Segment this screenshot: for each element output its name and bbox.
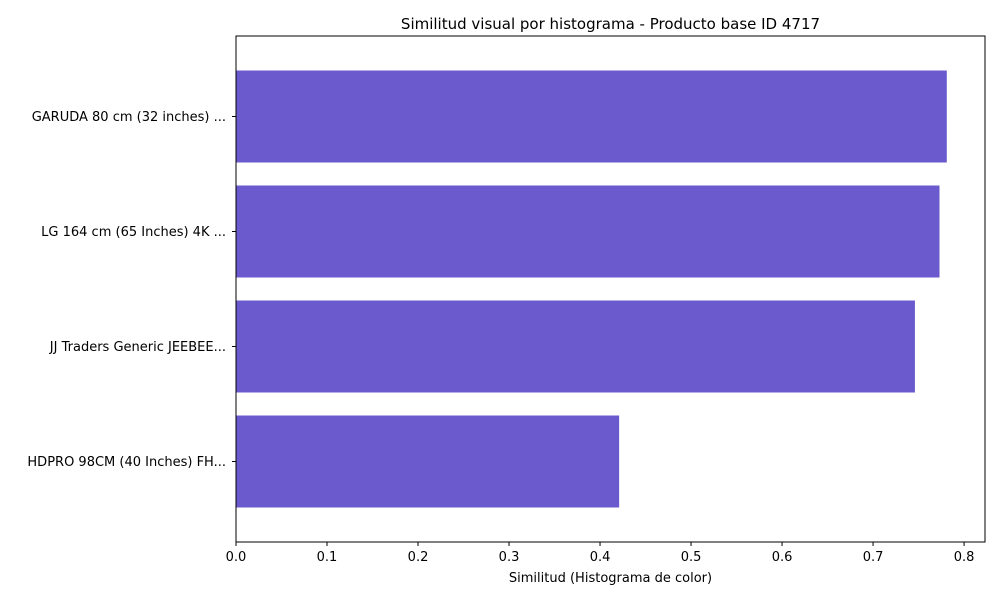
x-tick-label: 0.8 xyxy=(954,550,975,565)
plot-area-frame xyxy=(235,35,986,543)
bar-4 xyxy=(236,415,620,508)
x-tick-label: 0.5 xyxy=(681,550,702,565)
bar-1 xyxy=(236,70,947,163)
x-tick-label: 0.0 xyxy=(226,550,247,565)
x-tick-label: 0.2 xyxy=(408,550,429,565)
x-tick-label: 0.4 xyxy=(590,550,611,565)
y-axis-ticks: GARUDA 80 cm (32 inches) ... LG 164 cm (6… xyxy=(27,110,236,470)
y-tick-label: HDPRO 98CM (40 Inches) FH... xyxy=(27,455,226,470)
x-tick-label: 0.3 xyxy=(499,550,520,565)
y-tick-label: GARUDA 80 cm (32 inches) ... xyxy=(32,110,226,125)
x-tick-label: 0.6 xyxy=(772,550,793,565)
chart-title: Similitud visual por histograma - Produc… xyxy=(401,15,820,33)
y-tick-label: JJ Traders Generic JEEBEE... xyxy=(49,340,226,355)
bar-3 xyxy=(236,300,915,393)
bar-2 xyxy=(236,185,940,278)
x-tick-label: 0.1 xyxy=(317,550,338,565)
x-tick-label: 0.7 xyxy=(863,550,884,565)
x-axis-ticks: 0.0 0.1 0.2 0.3 0.4 0.5 0.6 0.7 0.8 xyxy=(226,542,975,565)
bars-layer xyxy=(236,70,947,508)
x-axis-label: Similitud (Histograma de color) xyxy=(509,571,712,586)
y-tick-label: LG 164 cm (65 Inches) 4K ... xyxy=(41,225,226,240)
